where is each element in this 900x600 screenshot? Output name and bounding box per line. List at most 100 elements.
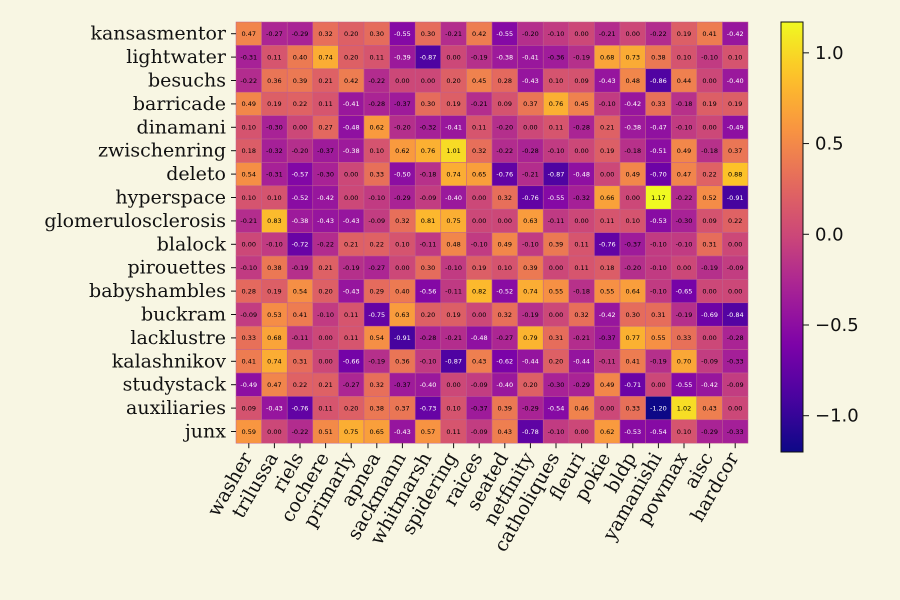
row-label: besuchs bbox=[148, 70, 226, 92]
cell-value-label: -0.69 bbox=[701, 311, 718, 319]
cell-value-label: 0.33 bbox=[677, 334, 691, 342]
cell-value-label: 0.36 bbox=[267, 77, 281, 85]
cell-value-label: 0.62 bbox=[370, 124, 384, 132]
cell-value-label: -0.09 bbox=[701, 358, 718, 366]
cell-value-label: -0.40 bbox=[420, 381, 437, 389]
colorbar-gradient bbox=[780, 21, 804, 453]
cell-value-label: 0.54 bbox=[293, 287, 307, 295]
cell-value-label: -0.27 bbox=[496, 334, 513, 342]
cell-value-label: -0.43 bbox=[394, 428, 411, 436]
cell-value-label: 0.20 bbox=[446, 77, 460, 85]
cell-value-label: -0.19 bbox=[676, 311, 693, 319]
cell-value-label: -0.09 bbox=[368, 217, 385, 225]
cell-value-label: 0.11 bbox=[446, 428, 460, 436]
cell-value-label: -0.48 bbox=[343, 124, 360, 132]
cell-value-label: 1.17 bbox=[651, 194, 665, 202]
cell-value-label: 0.22 bbox=[293, 100, 307, 108]
row-label: blalock bbox=[157, 233, 227, 255]
cell-value-label: -0.65 bbox=[676, 287, 693, 295]
cell-value-label: 0.44 bbox=[677, 77, 691, 85]
cell-value-label: 0.10 bbox=[446, 404, 460, 412]
cell-value-label: -0.20 bbox=[624, 264, 641, 272]
cell-value-label: 0.09 bbox=[498, 100, 512, 108]
row-labels: kansasmentorlightwaterbesuchsbarricadedi… bbox=[44, 23, 236, 443]
row-label: studystack bbox=[123, 374, 227, 396]
row-label: kalashnikov bbox=[112, 350, 226, 372]
cell-value-label: -0.54 bbox=[548, 404, 565, 412]
cell-value-label: -0.10 bbox=[599, 100, 616, 108]
cell-value-label: -0.55 bbox=[548, 194, 565, 202]
colorbar-tick-label: −1.0 bbox=[815, 406, 859, 427]
cell-value-label: 0.41 bbox=[242, 358, 256, 366]
cell-value-label: -0.42 bbox=[727, 30, 744, 38]
cell-value-label: 0.74 bbox=[318, 53, 332, 61]
cell-value-label: 0.09 bbox=[702, 217, 716, 225]
cell-value-label: 0.41 bbox=[702, 30, 716, 38]
cell-value-label: 0.29 bbox=[370, 287, 384, 295]
cell-value-label: 0.33 bbox=[626, 404, 640, 412]
cell-value-label: -0.11 bbox=[548, 217, 565, 225]
cell-value-label: 0.40 bbox=[395, 287, 409, 295]
cell-value-label: -0.75 bbox=[368, 311, 385, 319]
cell-value-label: 0.57 bbox=[421, 428, 435, 436]
cell-value-label: -0.41 bbox=[343, 100, 360, 108]
cell-value-label: 0.00 bbox=[344, 170, 358, 178]
cell-value-label: -0.19 bbox=[292, 264, 309, 272]
cell-value-label: 0.54 bbox=[242, 170, 256, 178]
cell-value-label: -0.21 bbox=[573, 334, 590, 342]
cell-value-label: 0.32 bbox=[370, 381, 384, 389]
cell-value-label: 0.70 bbox=[677, 358, 691, 366]
cell-value-label: 0.20 bbox=[523, 381, 537, 389]
cell-value-label: -0.10 bbox=[548, 428, 565, 436]
cell-value-label: 0.00 bbox=[574, 428, 588, 436]
cell-value-label: -0.30 bbox=[548, 381, 565, 389]
colorbar-tick-label: 0.0 bbox=[815, 224, 844, 245]
cell-value-label: 0.09 bbox=[242, 404, 256, 412]
cell-value-label: 0.11 bbox=[318, 404, 332, 412]
cell-value-label: -0.43 bbox=[317, 217, 334, 225]
cell-value-label: 0.00 bbox=[728, 404, 742, 412]
cell-value-label: 0.21 bbox=[318, 77, 332, 85]
cell-value-label: -0.11 bbox=[420, 241, 437, 249]
cell-value-label: 0.68 bbox=[600, 53, 614, 61]
cell-value-label: 0.30 bbox=[421, 100, 435, 108]
cell-value-label: -0.40 bbox=[727, 77, 744, 85]
cell-value-label: 0.11 bbox=[267, 53, 281, 61]
cell-value-label: 0.46 bbox=[574, 404, 588, 412]
cell-value-label: -0.43 bbox=[343, 217, 360, 225]
cell-value-label: -0.19 bbox=[650, 358, 667, 366]
cell-value-label: -0.30 bbox=[266, 124, 283, 132]
cell-value-label: 0.00 bbox=[574, 217, 588, 225]
cell-value-label: 0.63 bbox=[523, 217, 537, 225]
cell-value-label: 0.00 bbox=[702, 334, 716, 342]
cell-value-label: -1.20 bbox=[650, 404, 667, 412]
cell-value-label: 0.32 bbox=[498, 194, 512, 202]
cell-value-label: 0.41 bbox=[293, 311, 307, 319]
cell-value-label: 0.00 bbox=[472, 194, 486, 202]
cell-value-label: 0.30 bbox=[626, 311, 640, 319]
cell-value-label: 0.21 bbox=[318, 381, 332, 389]
cell-value-label: -0.38 bbox=[343, 147, 360, 155]
cell-value-label: -0.39 bbox=[394, 53, 411, 61]
cell-value-label: -0.44 bbox=[522, 358, 539, 366]
cell-value-label: -0.18 bbox=[573, 287, 590, 295]
cell-value-label: -0.33 bbox=[727, 358, 744, 366]
cell-value-label: -0.20 bbox=[522, 30, 539, 38]
cell-value-label: -0.47 bbox=[650, 124, 667, 132]
cell-value-label: 0.20 bbox=[549, 358, 563, 366]
cell-value-label: 0.74 bbox=[523, 287, 537, 295]
cell-value-label: 0.11 bbox=[600, 217, 614, 225]
cell-value-label: -0.72 bbox=[292, 241, 309, 249]
cell-value-label: -0.40 bbox=[445, 194, 462, 202]
cell-value-label: -0.36 bbox=[548, 53, 565, 61]
cell-value-label: 0.42 bbox=[472, 30, 486, 38]
cell-value-label: 0.33 bbox=[370, 170, 384, 178]
cell-value-label: -0.09 bbox=[727, 381, 744, 389]
cell-value-label: -0.57 bbox=[292, 170, 309, 178]
cell-value-label: 0.62 bbox=[600, 428, 614, 436]
cell-value-label: 0.79 bbox=[523, 334, 537, 342]
cell-value-label: 0.36 bbox=[395, 358, 409, 366]
cell-value-label: 0.10 bbox=[242, 124, 256, 132]
cell-value-label: -0.09 bbox=[471, 428, 488, 436]
cell-value-label: 0.10 bbox=[395, 241, 409, 249]
